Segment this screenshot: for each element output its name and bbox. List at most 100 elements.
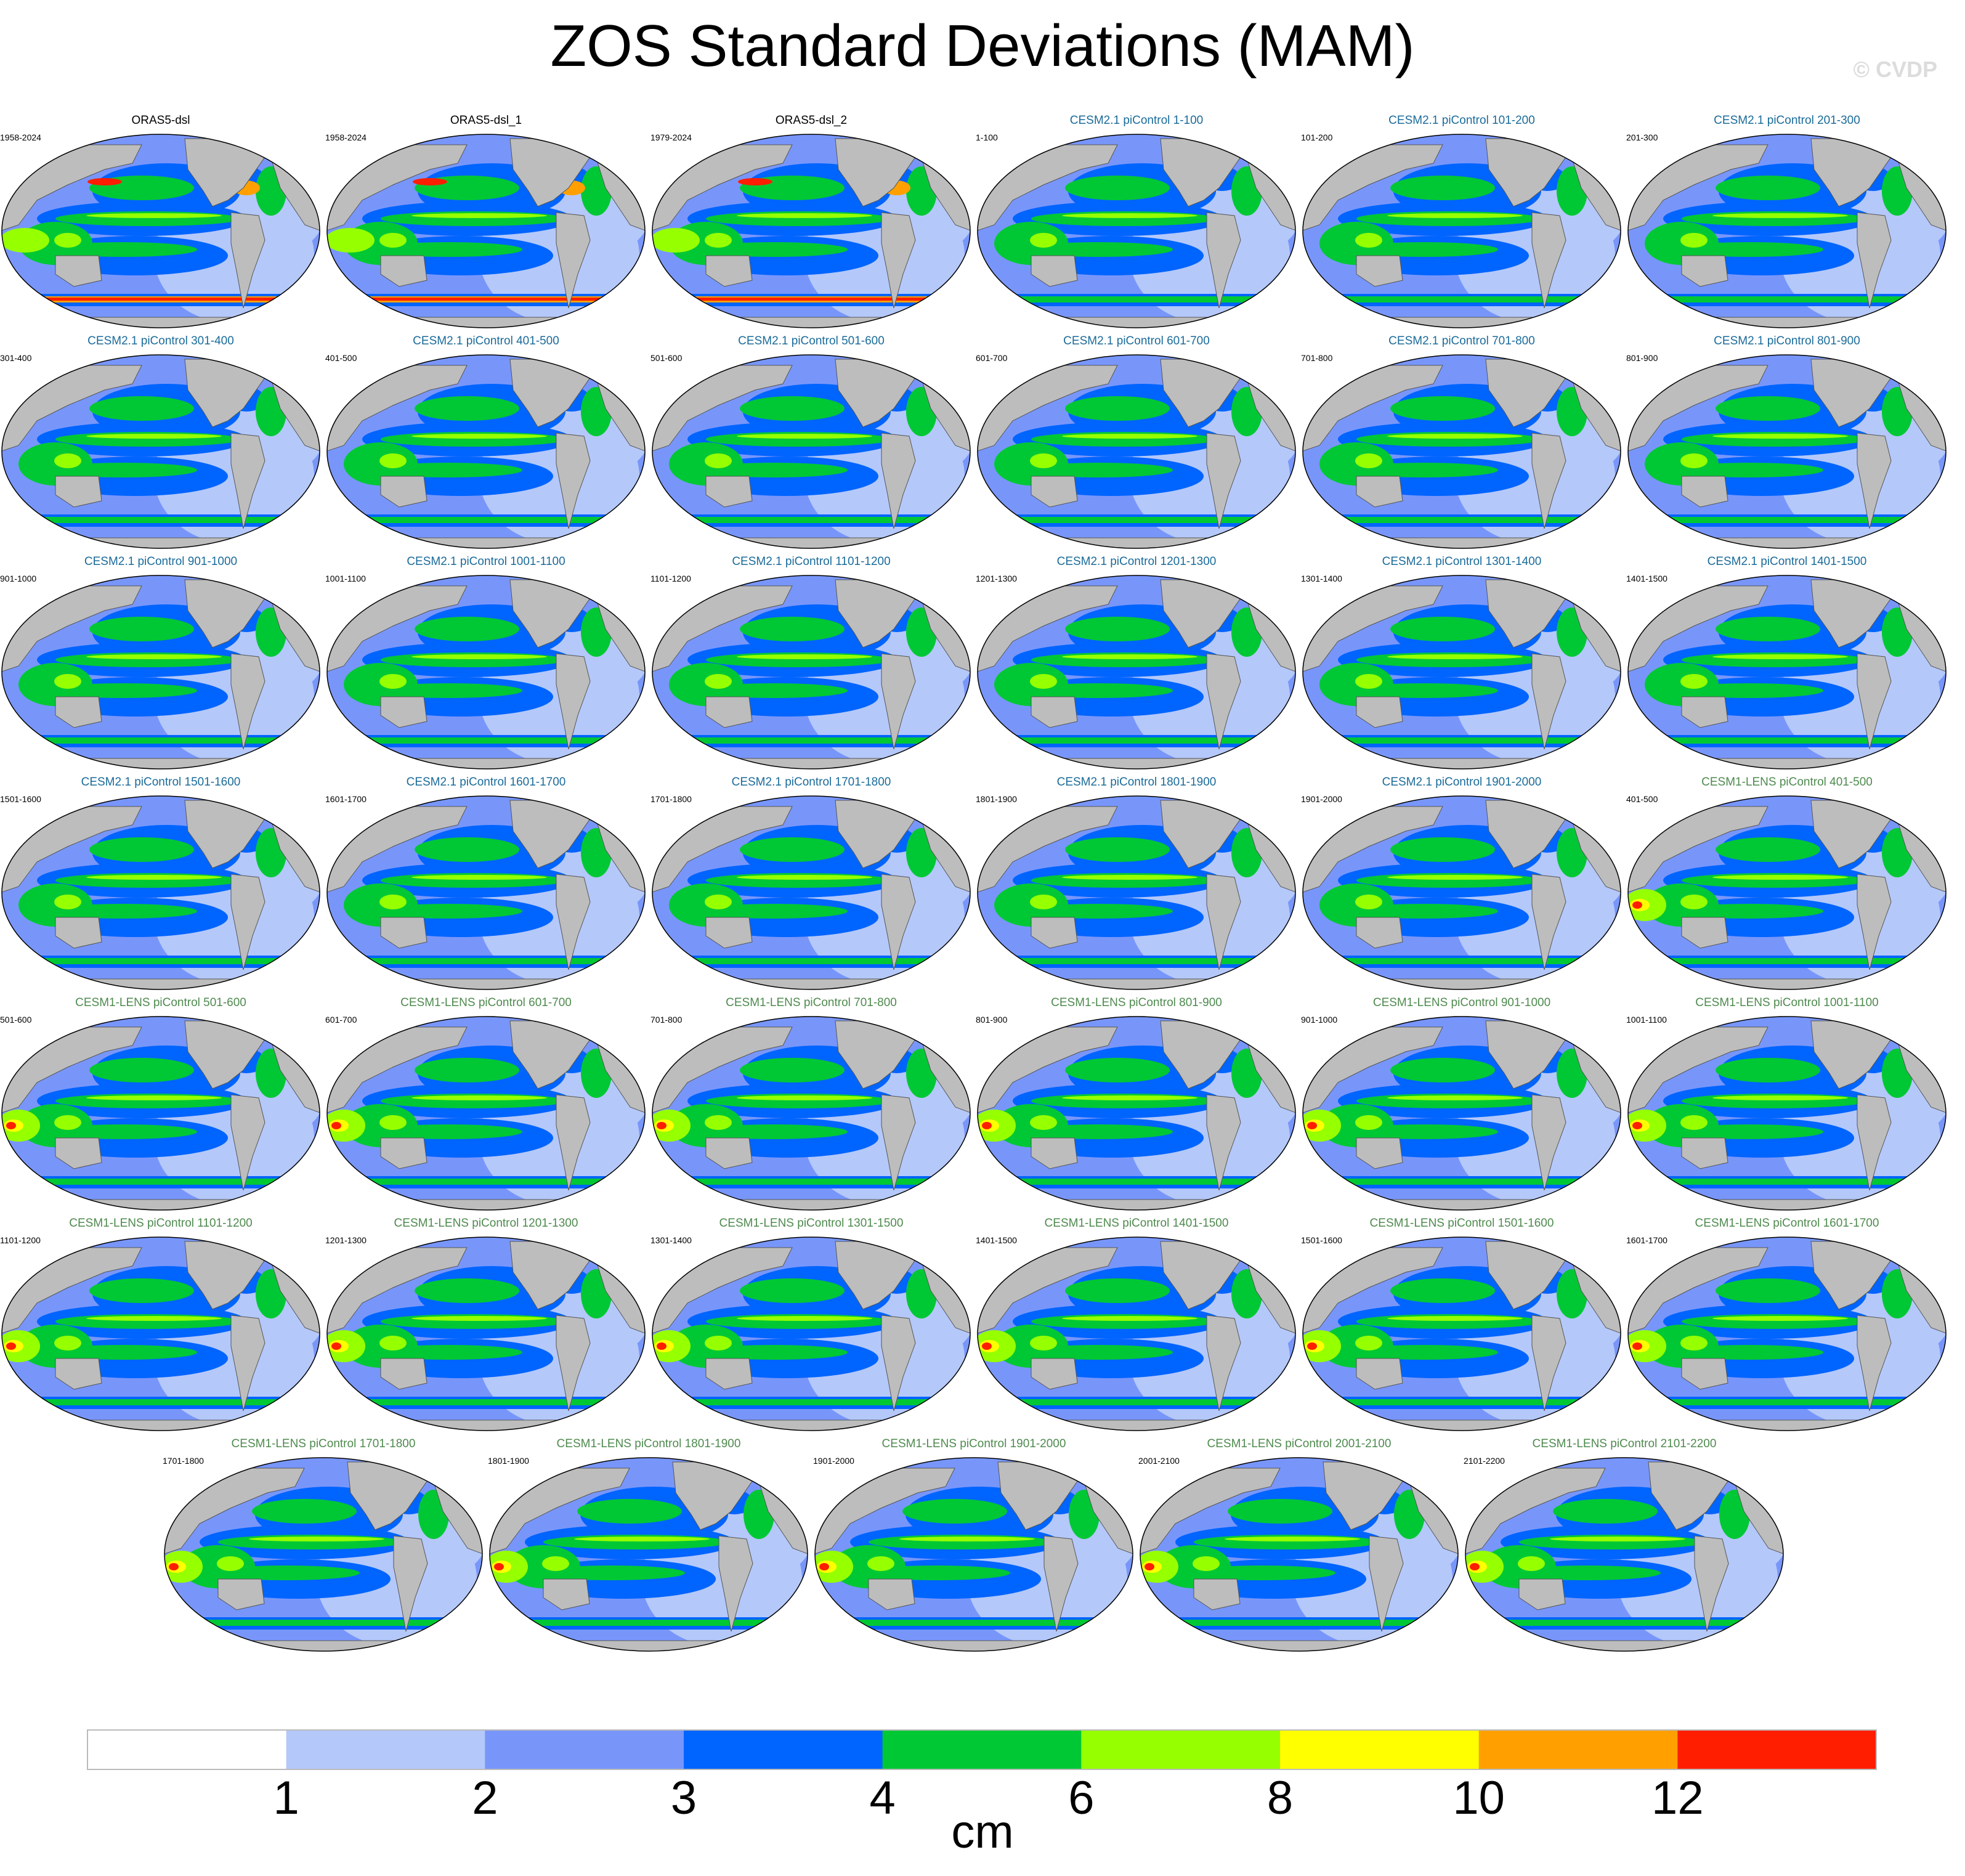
panel-years: 601-700 [976,353,1008,363]
colorbar-swatch [1677,1730,1877,1769]
panel: CESM2.1 piControl 401-500 401-500 [325,335,647,550]
panel: CESM1-LENS piControl 1101-1200 1101-1200 [0,1217,322,1432]
map-9 [652,354,971,549]
panel: ORAS5-dsl_2 1979-2024 [650,114,972,330]
panel: CESM1-LENS piControl 901-1000 901-1000 [1301,996,1623,1212]
panel: CESM2.1 piControl 1901-2000 1901-2000 [1301,776,1623,991]
panel-title: CESM1-LENS piControl 1201-1300 [394,1217,578,1230]
map-15 [652,575,971,769]
panel-years: 801-900 [1626,353,1658,363]
panel: CESM1-LENS piControl 601-700 601-700 [325,996,647,1212]
panel-title: CESM1-LENS piControl 1101-1200 [69,1217,253,1230]
map-16 [977,575,1296,769]
panel: CESM2.1 piControl 1001-1100 1001-1100 [325,555,647,771]
panel-title: CESM2.1 piControl 1701-1800 [731,776,891,789]
panel-years: 701-800 [650,1015,683,1025]
panel-years: 401-500 [325,353,357,363]
map-1 [1,134,320,328]
panel: CESM1-LENS piControl 801-900 801-900 [976,996,1297,1212]
panel-title: CESM1-LENS piControl 601-700 [400,996,572,1009]
panel: CESM2.1 piControl 1801-1900 1801-1900 [976,776,1297,991]
panel-years: 1-100 [976,132,998,142]
panel-years: 1001-1100 [325,574,366,583]
panel-title: CESM2.1 piControl 201-300 [1714,114,1860,127]
map-34 [977,1236,1296,1431]
panel: CESM1-LENS piControl 2001-2100 2001-2100 [1138,1437,1460,1653]
panel: CESM1-LENS piControl 1301-1500 1301-1400 [650,1217,972,1432]
map-25 [1,1016,320,1211]
panel-title: CESM1-LENS piControl 1401-1500 [1044,1217,1229,1230]
map-3 [652,134,971,328]
panel-title: CESM1-LENS piControl 1901-2000 [881,1437,1066,1450]
panel: CESM2.1 piControl 301-400 301-400 [0,335,322,550]
map-10 [977,354,1296,549]
colorbar-swatch [87,1730,287,1769]
panel-years: 1958-2024 [0,132,41,142]
map-7 [1,354,320,549]
panel-years: 1401-1500 [976,1235,1017,1245]
panel-years: 1701-1800 [650,794,692,804]
map-2 [326,134,646,328]
panel-years: 1801-1900 [976,794,1017,804]
panel-title: CESM2.1 piControl 1601-1700 [406,776,566,789]
colorbar-swatch [286,1730,485,1769]
panel: CESM2.1 piControl 1701-1800 1701-1800 [650,776,972,991]
panel-title: CESM2.1 piControl 1-100 [1069,114,1204,127]
figure-title: ZOS Standard Deviations (MAM) [550,13,1415,79]
map-33 [652,1236,971,1431]
map-20 [326,795,646,990]
panel-years: 1101-1200 [650,574,691,583]
panel: CESM2.1 piControl 1301-1400 1301-1400 [1301,555,1623,771]
panel-title: CESM1-LENS piControl 401-500 [1701,776,1873,789]
panel-years: 201-300 [1626,132,1658,142]
panel-title: CESM1-LENS piControl 1701-1800 [231,1437,416,1450]
panel-title: CESM2.1 piControl 1901-2000 [1382,776,1542,789]
panel-title: CESM2.1 piControl 1301-1400 [1382,555,1542,568]
panel-years: 1701-1800 [163,1456,204,1466]
panel: CESM2.1 piControl 201-300 201-300 [1626,114,1948,330]
panel-title: CESM1-LENS piControl 1801-1900 [556,1437,741,1450]
panel-title: ORAS5-dsl_1 [450,114,522,127]
watermark: © CVDP [1853,57,1937,82]
map-41 [1465,1457,1784,1652]
panel-title: CESM2.1 piControl 1801-1900 [1056,776,1217,789]
panel-years: 801-900 [976,1015,1008,1025]
map-21 [652,795,971,990]
map-18 [1627,575,1947,769]
panel-title: CESM1-LENS piControl 2001-2100 [1207,1437,1392,1450]
panel: CESM2.1 piControl 1101-1200 1101-1200 [650,555,972,771]
panel: CESM1-LENS piControl 2101-2200 2101-2200 [1464,1437,1785,1653]
panel: CESM1-LENS piControl 1901-2000 1901-2000 [813,1437,1135,1653]
panel: CESM1-LENS piControl 1001-1100 1001-1100 [1626,996,1948,1212]
panel: CESM1-LENS piControl 1701-1800 1701-1800 [163,1437,484,1653]
map-32 [326,1236,646,1431]
panel: CESM2.1 piControl 501-600 501-600 [650,335,972,550]
panel-years: 601-700 [325,1015,357,1025]
panel-title: CESM1-LENS piControl 701-800 [726,996,897,1009]
panel: CESM2.1 piControl 601-700 601-700 [976,335,1297,550]
panel: CESM1-LENS piControl 701-800 701-800 [650,996,972,1212]
panel-title: CESM1-LENS piControl 2101-2200 [1532,1437,1717,1450]
map-29 [1302,1016,1621,1211]
colorbar-swatch [684,1730,883,1769]
colorbar-swatch [1280,1730,1480,1769]
colorbar-swatch [1478,1730,1678,1769]
panel-title: CESM2.1 piControl 901-1000 [84,555,238,568]
panel-title: CESM2.1 piControl 801-900 [1714,335,1860,347]
panel: CESM1-LENS piControl 1501-1600 1501-1600 [1301,1217,1623,1432]
panel: CESM1-LENS piControl 1801-1900 1801-1900 [488,1437,809,1653]
panel-years: 1301-1400 [650,1235,692,1245]
panel-title: CESM2.1 piControl 701-800 [1388,335,1535,347]
panel-years: 101-200 [1301,132,1333,142]
map-11 [1302,354,1621,549]
panel-years: 2001-2100 [1138,1456,1180,1466]
map-38 [489,1457,808,1652]
panel-years: 1601-1700 [325,794,367,804]
colorbar-swatch [1081,1730,1281,1769]
panel: CESM2.1 piControl 901-1000 901-1000 [0,555,322,771]
map-37 [164,1457,483,1652]
panel-years: 1001-1100 [1626,1015,1667,1025]
panel-title: CESM2.1 piControl 1001-1100 [407,555,565,568]
panel-years: 301-400 [0,353,32,363]
panel-title: CESM1-LENS piControl 801-900 [1051,996,1222,1009]
